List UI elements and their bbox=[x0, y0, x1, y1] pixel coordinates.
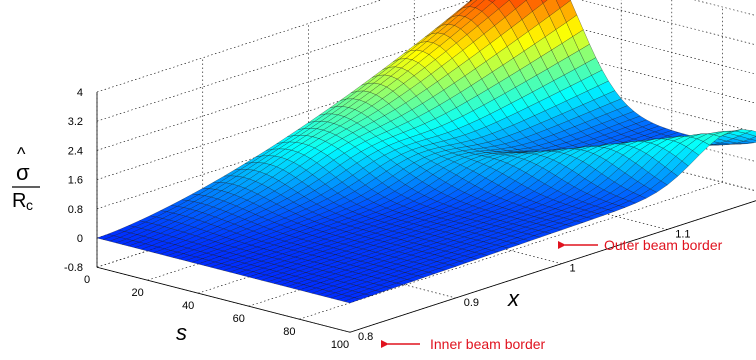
z-tick-label: 1.6 bbox=[68, 175, 83, 187]
z-tick-label: 2.4 bbox=[68, 145, 83, 157]
inner-beam-border-label: Inner beam border bbox=[430, 336, 546, 352]
s-tick-label: 40 bbox=[182, 300, 194, 312]
z-tick-label: -0.8 bbox=[64, 262, 83, 274]
s-axis-ticks: 0 20 40 60 80 100 bbox=[84, 274, 349, 351]
z-tick-label: 4 bbox=[77, 87, 83, 99]
x-tick-label: 0.8 bbox=[358, 331, 373, 343]
annotation-outer: Outer beam border bbox=[558, 237, 723, 253]
x-tick-label: 1.1 bbox=[675, 228, 690, 240]
z-label-sigma: σ bbox=[16, 160, 30, 185]
s-tick-label: 100 bbox=[331, 339, 349, 351]
annotation-inner: Inner beam border bbox=[381, 336, 546, 352]
s-axis-line bbox=[96, 266, 351, 333]
z-label-sub: c bbox=[26, 197, 33, 213]
x-tick-label: 1 bbox=[570, 263, 576, 275]
x-tick-label: 0.9 bbox=[464, 297, 479, 309]
z-label-r: R bbox=[12, 190, 26, 212]
z-axis-ticks: -0.8 0 0.8 1.6 2.4 3.2 4 bbox=[64, 87, 83, 274]
x-axis-ticks: 0.80.911.11.2 bbox=[358, 228, 691, 343]
s-tick-label: 0 bbox=[84, 274, 90, 286]
x-axis-label: x bbox=[507, 286, 520, 311]
outer-beam-border-label: Outer beam border bbox=[604, 237, 723, 253]
z-label-hat: ^ bbox=[17, 144, 26, 164]
surface-mesh bbox=[96, 0, 756, 304]
s-tick-label: 60 bbox=[233, 313, 245, 325]
surface-patch bbox=[343, 297, 362, 304]
z-tick-label: 3.2 bbox=[68, 116, 83, 128]
z-tick-label: 0 bbox=[77, 233, 83, 245]
z-tick-label: 0.8 bbox=[68, 204, 83, 216]
s-tick-label: 20 bbox=[131, 287, 143, 299]
x-axis-line bbox=[349, 200, 756, 333]
s-tick-label: 80 bbox=[283, 326, 295, 338]
s-axis-label: s bbox=[176, 320, 187, 345]
z-axis-label: ^ σ R c bbox=[12, 144, 40, 213]
